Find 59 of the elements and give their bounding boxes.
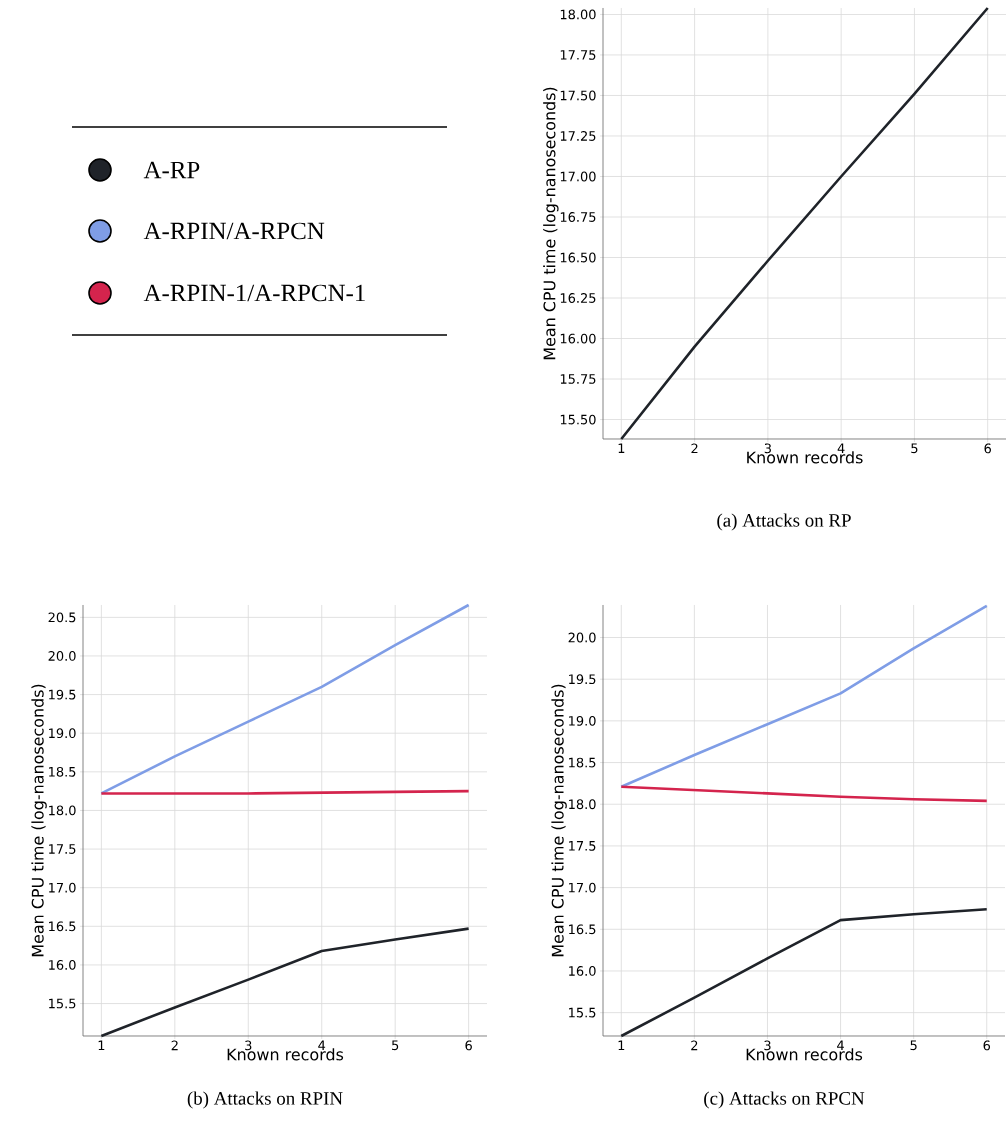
y-axis-title: Mean CPU time (log-nanoseconds) xyxy=(542,87,559,360)
y-tick-label: 16.5 xyxy=(48,921,76,932)
y-tick-label: 17.00 xyxy=(560,171,596,182)
x-tick-label: 1 xyxy=(618,443,625,453)
y-tick-label: 16.50 xyxy=(560,252,596,263)
y-tick-label: 17.75 xyxy=(560,50,596,60)
text: (b) Attacks on RPIN xyxy=(187,1091,343,1109)
y-tick-label: 15.5 xyxy=(568,1007,596,1018)
x-tick-label: 2 xyxy=(691,443,698,454)
x-tick-label: 6 xyxy=(984,443,991,454)
y-tick-label: 20.5 xyxy=(48,612,76,623)
x-tick-label: 2 xyxy=(691,1040,697,1051)
text: (c) Attacks on RPCN xyxy=(703,1091,865,1109)
y-tick-label: 16.25 xyxy=(560,293,596,303)
y-tick-label: 19.5 xyxy=(568,674,596,685)
x-tick-label: 6 xyxy=(465,1040,472,1051)
x-tick-label: 4 xyxy=(836,1040,844,1050)
y-tick-label: 17.25 xyxy=(560,131,596,141)
y-tick-label: 18.5 xyxy=(568,757,596,768)
y-tick-label: 16.75 xyxy=(560,212,596,222)
y-tick-label: 15.75 xyxy=(560,374,596,384)
y-tick-label: 15.50 xyxy=(560,414,596,425)
y-tick-label: 15.5 xyxy=(48,998,76,1009)
y-tick-label: 17.0 xyxy=(48,882,76,893)
y-axis-title: Mean CPU time (log-nanoseconds) xyxy=(551,684,567,957)
y-tick-label: 16.0 xyxy=(48,960,76,970)
legend-label: A-RPIN/A-RPCN xyxy=(143,222,325,240)
text: (a) Attacks on RP xyxy=(717,513,851,531)
y-tick-label: 19.5 xyxy=(48,689,76,700)
y-tick-label: 16.00 xyxy=(560,333,596,344)
x-tick-label: 5 xyxy=(911,443,918,454)
y-tick-label: 18.0 xyxy=(568,799,596,810)
x-tick-label: 1 xyxy=(98,1040,105,1050)
y-tick-label: 16.5 xyxy=(568,924,596,935)
x-tick-label: 5 xyxy=(391,1040,398,1051)
x-tick-label: 1 xyxy=(618,1040,625,1050)
x-tick-label: 4 xyxy=(837,443,845,453)
x-tick-label: 4 xyxy=(318,1040,325,1050)
line-series xyxy=(99,927,470,1038)
y-tick-label: 18.00 xyxy=(560,9,596,20)
x-tick-label: 6 xyxy=(983,1040,990,1051)
y-tick-label: 19.0 xyxy=(48,728,76,739)
x-tick-label: 2 xyxy=(171,1040,178,1051)
y-tick-label: 17.0 xyxy=(568,882,596,893)
y-tick-label: 16.0 xyxy=(568,966,596,976)
x-tick-label: 5 xyxy=(910,1040,917,1051)
y-tick-label: 18.5 xyxy=(48,766,76,777)
y-tick-label: 17.5 xyxy=(568,841,596,851)
y-tick-label: 17.5 xyxy=(48,844,76,854)
y-tick-label: 17.50 xyxy=(560,90,596,101)
legend-label: A-RP xyxy=(143,161,200,179)
y-tick-label: 19.0 xyxy=(568,715,596,726)
line-series xyxy=(99,603,470,795)
y-axis-title: Mean CPU time (log-nanoseconds) xyxy=(31,684,47,957)
legend-label: A-RPIN-1/A-RPCN-1 xyxy=(143,284,365,302)
y-tick-label: 18.0 xyxy=(48,805,76,816)
line-series xyxy=(619,907,988,1038)
y-tick-label: 20.0 xyxy=(48,651,76,661)
y-tick-label: 20.0 xyxy=(568,632,596,643)
